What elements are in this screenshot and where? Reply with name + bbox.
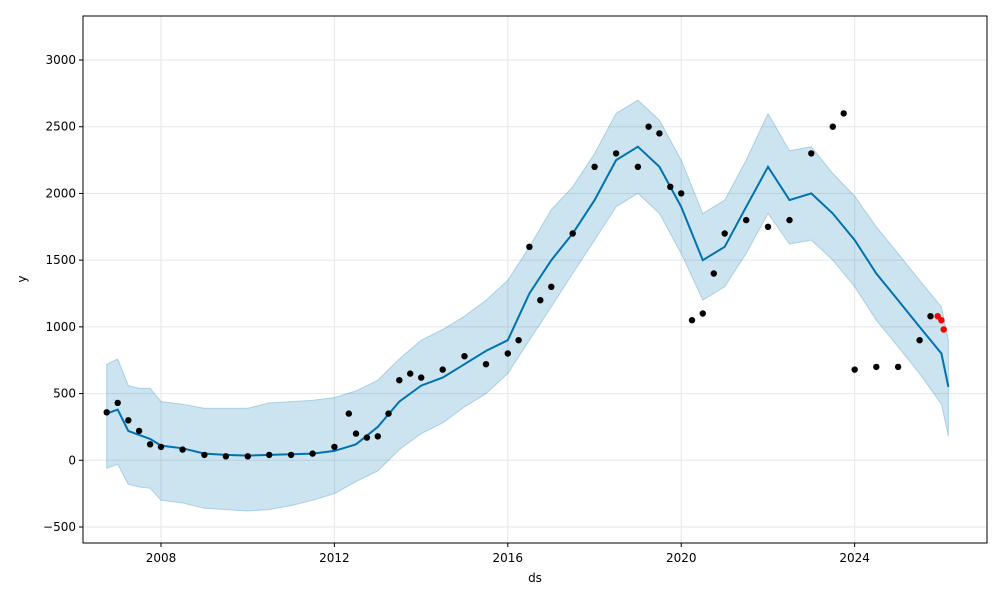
- y-axis-ticks: −500 0 500 1000 1500 2000 2500 3000: [43, 53, 83, 534]
- recent-observed-point: [938, 317, 945, 324]
- x-tick-label: 2008: [146, 551, 177, 565]
- observed-point: [808, 150, 815, 157]
- observed-point: [287, 451, 295, 459]
- observed-point: [244, 453, 251, 460]
- observed-point: [331, 443, 338, 451]
- y-axis-title: y: [15, 275, 29, 282]
- observed-point: [266, 451, 273, 459]
- observed-point: [418, 374, 425, 381]
- observed-point: [482, 361, 490, 368]
- recent-observed-point: [940, 326, 947, 333]
- observed-point: [678, 190, 685, 197]
- observed-point: [504, 350, 511, 357]
- observed-point: [569, 230, 576, 237]
- observed-series: [103, 110, 934, 460]
- observed-point: [515, 337, 522, 344]
- observed-point: [645, 123, 652, 130]
- y-tick-label: −500: [43, 520, 76, 534]
- uncertainty-interval: [106, 99, 949, 512]
- observed-point: [656, 130, 663, 137]
- observed-point: [612, 150, 620, 157]
- observed-point: [222, 453, 230, 460]
- observed-point: [352, 430, 360, 437]
- observed-point: [407, 370, 414, 377]
- observed-point: [786, 216, 793, 224]
- observed-point: [894, 363, 902, 371]
- uncertainty-band: [106, 99, 949, 512]
- observed-point: [385, 410, 392, 417]
- observed-point: [396, 377, 403, 384]
- y-tick-label: 1000: [45, 320, 76, 334]
- y-tick-label: 500: [53, 387, 76, 401]
- observed-point: [710, 270, 717, 277]
- observed-point: [201, 451, 208, 459]
- observed-point: [461, 353, 468, 360]
- x-tick-label: 2020: [666, 551, 697, 565]
- observed-point: [179, 446, 186, 453]
- observed-point: [634, 163, 642, 170]
- observed-point: [916, 337, 923, 344]
- observed-point: [125, 417, 132, 424]
- observed-point: [851, 366, 858, 373]
- x-axis-ticks: 2008 2012 2016 2020 2024: [146, 543, 870, 565]
- observed-point: [537, 297, 544, 304]
- observed-point: [345, 410, 352, 417]
- observed-point: [829, 123, 836, 130]
- observed-point: [309, 450, 316, 457]
- x-tick-label: 2024: [839, 551, 870, 565]
- observed-point: [764, 223, 772, 230]
- observed-point: [667, 183, 674, 190]
- observed-point: [688, 317, 696, 324]
- plot-frame: [82, 15, 988, 544]
- observed-point: [721, 230, 728, 237]
- observed-point: [363, 434, 371, 441]
- observed-point: [157, 443, 165, 451]
- observed-point: [840, 110, 847, 117]
- x-axis-title: ds: [528, 571, 542, 585]
- observed-point: [873, 363, 880, 371]
- y-tick-label: 2500: [45, 120, 76, 134]
- observed-point: [374, 433, 381, 440]
- observed-point: [927, 313, 934, 320]
- y-tick-label: 0: [68, 453, 76, 467]
- y-tick-label: 3000: [45, 53, 76, 67]
- observed-point: [439, 366, 446, 373]
- x-tick-label: 2012: [319, 551, 350, 565]
- y-tick-label: 1500: [45, 253, 76, 267]
- observed-point: [114, 399, 121, 407]
- observed-point: [146, 441, 154, 448]
- x-tick-label: 2016: [493, 551, 524, 565]
- recent-observed-series: [934, 313, 947, 333]
- observed-point: [548, 283, 555, 290]
- observed-point: [699, 310, 706, 317]
- grid-lines: [83, 16, 987, 543]
- observed-point: [103, 409, 110, 416]
- observed-point: [743, 216, 750, 224]
- observed-point: [135, 427, 143, 435]
- observed-point: [591, 163, 598, 170]
- observed-point: [526, 243, 533, 250]
- y-tick-label: 2000: [45, 186, 76, 200]
